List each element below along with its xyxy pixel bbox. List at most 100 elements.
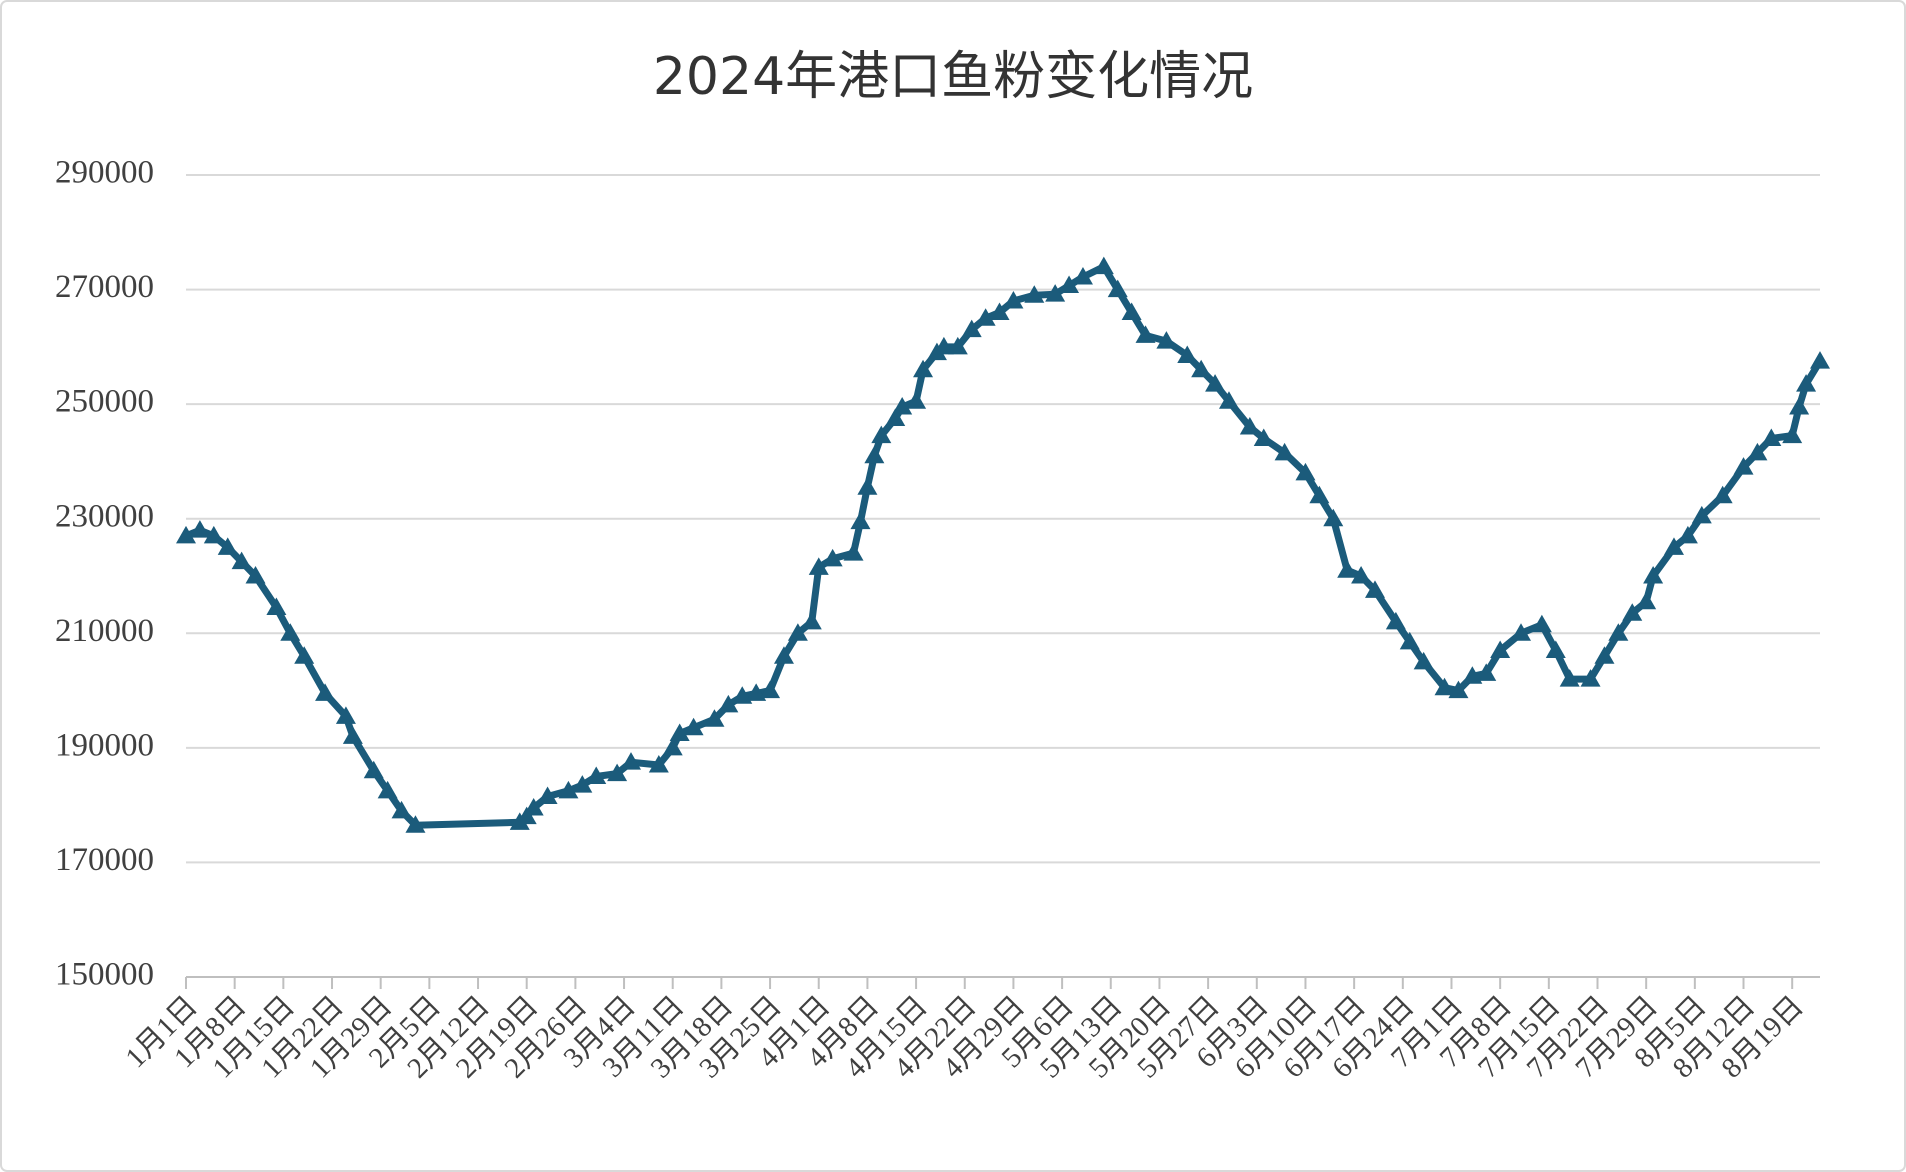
data-point (1677, 525, 1698, 544)
data-point (1448, 680, 1469, 699)
data-point (1782, 425, 1803, 444)
data-point (1364, 580, 1385, 598)
data-point (1191, 359, 1212, 378)
data-point (683, 717, 704, 736)
data-point (558, 780, 579, 799)
data-point (662, 737, 683, 756)
data-point (947, 336, 968, 355)
data-point (315, 683, 336, 701)
data-point (1434, 677, 1455, 696)
data-point (1559, 669, 1580, 687)
data-point (933, 336, 954, 355)
data-point (1205, 374, 1226, 392)
data-point (787, 623, 808, 641)
data-point (1691, 505, 1712, 524)
data-point (913, 359, 934, 378)
data-point (586, 766, 607, 784)
data-point (405, 815, 426, 833)
data-point (1810, 351, 1830, 369)
data-point (1351, 566, 1372, 584)
data-point (621, 752, 642, 770)
data-point (1045, 284, 1066, 302)
data-point (961, 319, 982, 338)
data-point (822, 548, 843, 567)
data-point (850, 511, 871, 530)
data-point (1476, 663, 1497, 681)
data-point (217, 537, 238, 555)
data-point (1218, 391, 1239, 409)
data-point (537, 786, 558, 805)
data-point (1399, 631, 1420, 650)
y-tick-label: 190000 (55, 727, 154, 763)
data-point (1545, 640, 1566, 658)
y-tick-label: 290000 (55, 155, 154, 191)
data-point (892, 397, 913, 415)
data-point (1385, 611, 1406, 630)
data-point (1107, 279, 1128, 298)
data-point (294, 646, 315, 664)
data-point (1072, 266, 1093, 285)
data-point (1135, 325, 1156, 343)
data-point (1309, 485, 1330, 504)
data-point (1663, 537, 1684, 555)
data-point (871, 425, 892, 444)
data-point (773, 646, 794, 664)
data-point (1622, 603, 1643, 621)
y-tick-label: 210000 (55, 613, 154, 649)
data-point (857, 477, 878, 495)
data-point (1511, 623, 1532, 641)
data-point (1274, 442, 1295, 461)
data-point (760, 680, 781, 699)
data-point (975, 308, 996, 326)
data-point (1636, 591, 1657, 610)
data-point (1747, 442, 1768, 461)
data-point (1789, 397, 1810, 415)
data-point (363, 760, 384, 779)
data-point (607, 763, 628, 782)
data-point (1239, 417, 1260, 435)
data-point (648, 755, 669, 773)
data-point (245, 566, 266, 584)
data-point (1594, 646, 1615, 664)
data-point (1712, 485, 1733, 504)
data-point (1608, 623, 1629, 641)
data-point (1733, 457, 1754, 475)
data-point (808, 557, 829, 575)
data-point (1643, 566, 1664, 584)
data-point (1580, 669, 1601, 687)
data-point (1121, 302, 1142, 320)
data-point (1177, 345, 1198, 363)
data-point (864, 445, 885, 464)
data-point (1024, 285, 1045, 303)
data-point (1003, 291, 1024, 309)
data-point (189, 520, 210, 538)
data-point (377, 780, 398, 799)
data-point (1337, 560, 1358, 578)
data-point (1253, 428, 1274, 447)
y-tick-label: 270000 (55, 269, 154, 305)
data-point (572, 775, 593, 793)
data-point (989, 302, 1010, 320)
data-point (266, 597, 287, 616)
data-point (843, 543, 864, 561)
data-point (391, 800, 412, 819)
data-point (280, 623, 301, 641)
data-point (335, 706, 356, 724)
data-point (342, 726, 363, 744)
data-point (1093, 256, 1114, 275)
data-point (1156, 331, 1177, 349)
data-point (718, 694, 739, 713)
chart-title: 2024年港口鱼粉变化情况 (653, 47, 1253, 107)
data-point (176, 525, 196, 544)
data-point (704, 709, 725, 727)
data-point (801, 611, 822, 630)
data-point (1490, 640, 1511, 658)
data-point (1059, 275, 1080, 294)
data-point (1295, 462, 1316, 481)
data-point (1761, 428, 1782, 447)
data-point (231, 551, 252, 570)
data-point (1531, 614, 1552, 633)
data-point (1413, 651, 1434, 670)
